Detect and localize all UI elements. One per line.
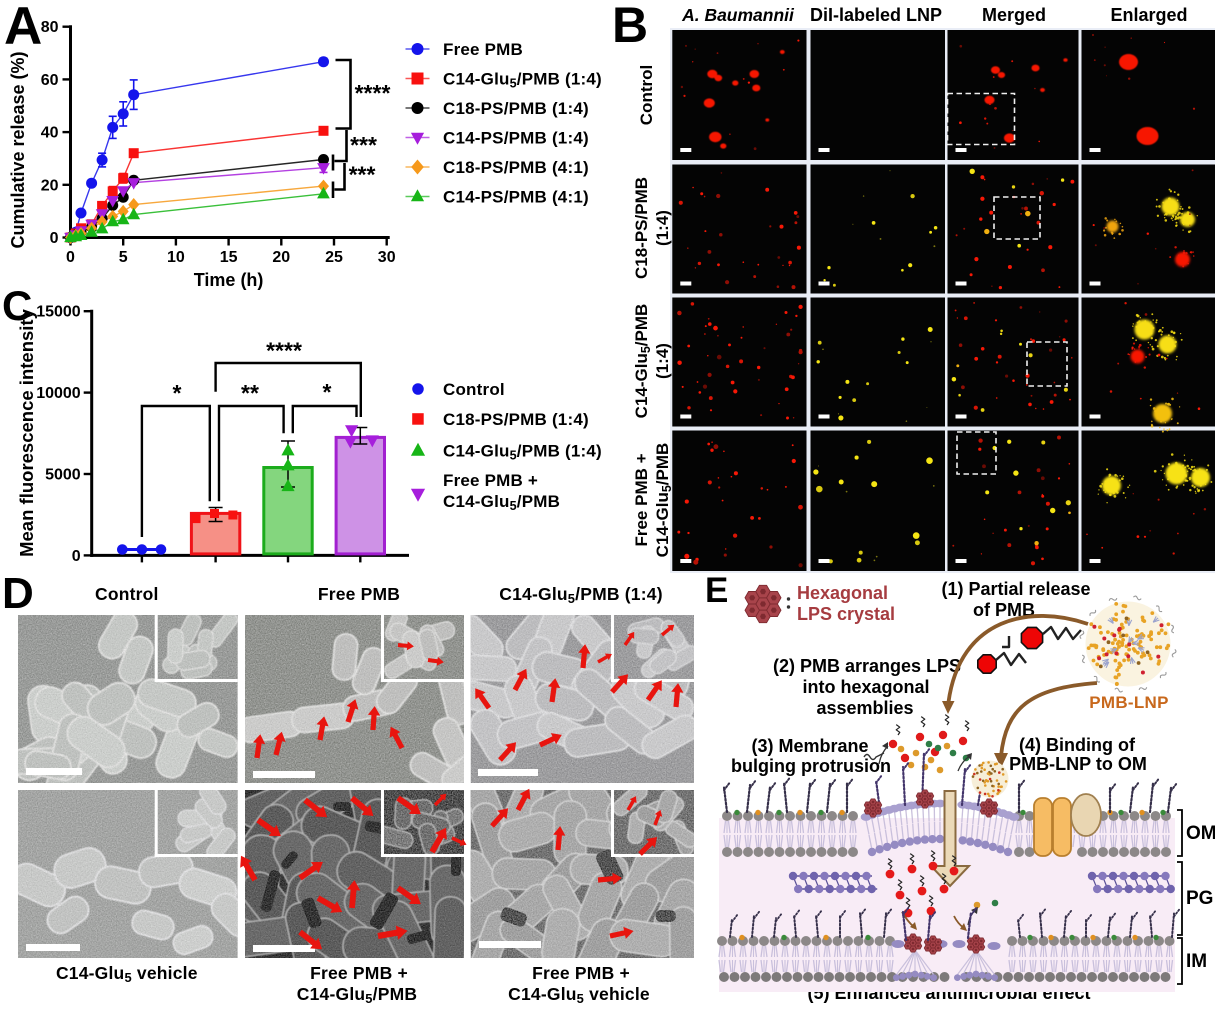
svg-text:C14-Glu5/PMB (1:4): C14-Glu5/PMB (1:4) — [443, 442, 602, 463]
svg-text:IM: IM — [1186, 951, 1207, 972]
svg-text:Mean fluorescence intensity: Mean fluorescence intensity — [16, 308, 37, 556]
svg-text:***: *** — [350, 132, 377, 158]
svg-text:5000: 5000 — [45, 467, 81, 484]
svg-text:Time (h): Time (h) — [194, 270, 264, 290]
svg-text:Enlarged: Enlarged — [1110, 5, 1187, 25]
svg-text:PMB-LNP: PMB-LNP — [1089, 693, 1169, 712]
svg-text:LPS crystal: LPS crystal — [797, 604, 895, 624]
svg-text:***: *** — [349, 162, 376, 188]
svg-text:**: ** — [241, 380, 259, 406]
svg-text:Free PMB: Free PMB — [443, 40, 523, 59]
svg-text:PG: PG — [1186, 888, 1213, 909]
svg-text:Cumulative release (%): Cumulative release (%) — [8, 51, 28, 248]
svg-text:Control: Control — [95, 584, 159, 604]
svg-text:Free PMB +: Free PMB + — [310, 963, 408, 983]
svg-text:*: * — [173, 380, 182, 406]
svg-text:0: 0 — [50, 230, 59, 247]
svg-text:80: 80 — [41, 19, 59, 36]
svg-text:bulging protrusion: bulging protrusion — [731, 756, 891, 776]
svg-text:C14-Glu5/PMB (1:4): C14-Glu5/PMB (1:4) — [443, 70, 602, 91]
svg-text:15: 15 — [220, 249, 238, 266]
svg-text:into hexagonal: into hexagonal — [802, 677, 929, 697]
svg-text:(1:4): (1:4) — [653, 343, 672, 379]
svg-text:(3) Membrane: (3) Membrane — [751, 736, 868, 756]
svg-text:0: 0 — [72, 548, 81, 565]
svg-text:5: 5 — [119, 249, 128, 266]
svg-text:15000: 15000 — [36, 304, 81, 321]
svg-text:OM: OM — [1186, 823, 1215, 844]
svg-text:Merged: Merged — [982, 5, 1046, 25]
svg-text:A. Baumannii: A. Baumannii — [681, 5, 795, 25]
svg-text:A: A — [4, 0, 42, 56]
svg-text:C14-Glu5/PMB: C14-Glu5/PMB — [443, 492, 560, 513]
svg-text:(4) Binding of: (4) Binding of — [1019, 735, 1136, 755]
svg-text:(2) PMB arranges LPS: (2) PMB arranges LPS — [773, 656, 961, 676]
svg-text:Free PMB: Free PMB — [318, 584, 400, 604]
svg-text:C18-PS/PMB (1:4): C18-PS/PMB (1:4) — [443, 410, 589, 429]
svg-text:10: 10 — [167, 249, 185, 266]
svg-text:Control: Control — [637, 65, 656, 125]
svg-text:C14-PS/PMB (4:1): C14-PS/PMB (4:1) — [443, 188, 589, 207]
svg-text:C18-PS/PMB (1:4): C18-PS/PMB (1:4) — [443, 99, 589, 118]
svg-text:C14-Glu5/PMB (1:4): C14-Glu5/PMB (1:4) — [499, 584, 662, 606]
svg-text:30: 30 — [378, 249, 396, 266]
svg-text:PMB-LNP to OM: PMB-LNP to OM — [1009, 754, 1147, 774]
svg-text:DiI-labeled LNP: DiI-labeled LNP — [810, 5, 942, 25]
svg-text:C14-PS/PMB (1:4): C14-PS/PMB (1:4) — [443, 129, 589, 148]
svg-text:*: * — [323, 379, 332, 405]
svg-text:C18-PS/PMB (4:1): C18-PS/PMB (4:1) — [443, 158, 589, 177]
svg-text:Free PMB +: Free PMB + — [443, 471, 538, 490]
svg-text:Free PMB +: Free PMB + — [632, 453, 651, 546]
svg-text:C18-PS/PMB: C18-PS/PMB — [632, 177, 651, 279]
svg-text:0: 0 — [66, 249, 75, 266]
svg-text:25: 25 — [325, 249, 343, 266]
svg-text:60: 60 — [41, 72, 59, 89]
svg-text:Hexagonal: Hexagonal — [797, 583, 888, 603]
svg-text:****: **** — [355, 80, 391, 106]
svg-text:****: **** — [266, 338, 302, 364]
svg-text:20: 20 — [41, 177, 59, 194]
svg-text:Control: Control — [443, 380, 505, 399]
svg-text:20: 20 — [272, 249, 290, 266]
svg-text:D: D — [2, 569, 34, 618]
svg-text:C14-Glu5/PMB: C14-Glu5/PMB — [653, 443, 674, 558]
svg-text:assemblies: assemblies — [816, 698, 913, 718]
svg-text:C14-Glu5/PMB: C14-Glu5/PMB — [297, 984, 417, 1006]
svg-text:(1:4): (1:4) — [653, 210, 672, 246]
svg-text:Free PMB +: Free PMB + — [532, 963, 630, 983]
svg-text:B: B — [612, 0, 648, 53]
svg-text:40: 40 — [41, 125, 59, 142]
svg-text:10000: 10000 — [36, 385, 81, 402]
svg-text:(1) Partial release: (1) Partial release — [941, 579, 1090, 599]
svg-text:E: E — [705, 571, 728, 610]
svg-text:C14-Glu5/PMB: C14-Glu5/PMB — [632, 304, 653, 419]
